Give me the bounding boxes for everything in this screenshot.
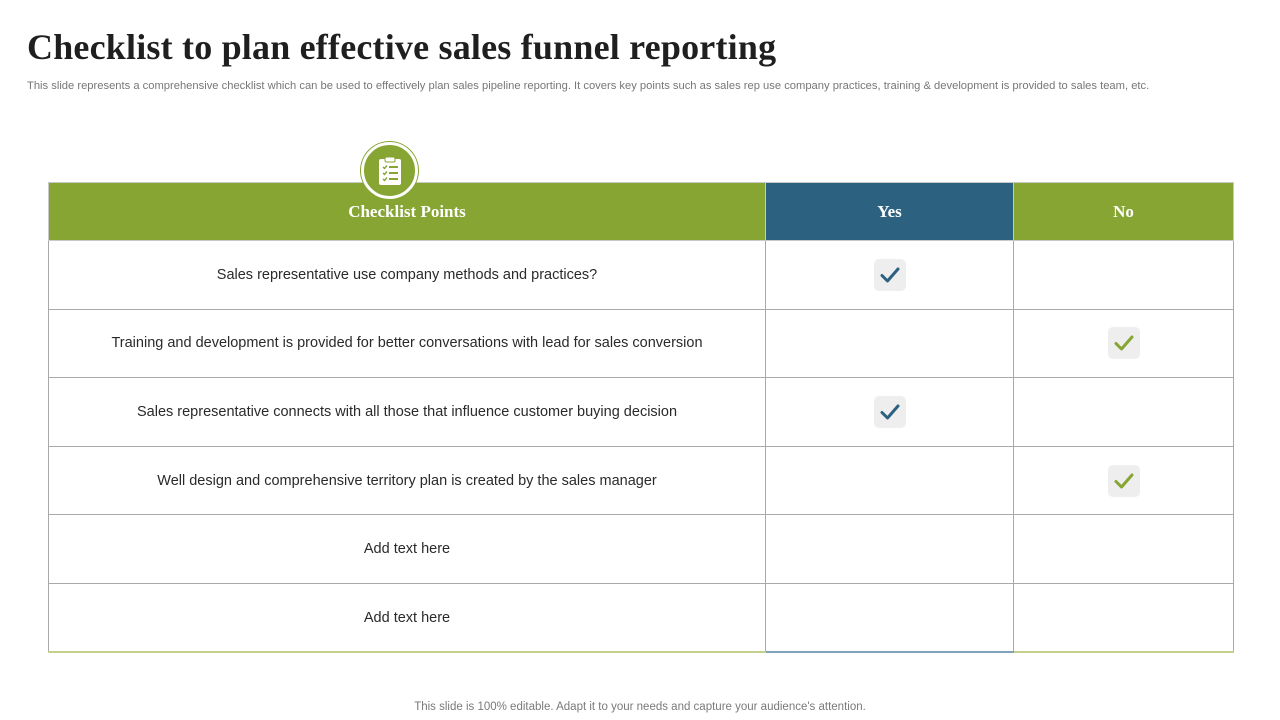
clipboard-checklist-icon bbox=[361, 142, 418, 199]
page-subtitle: This slide represents a comprehensive ch… bbox=[27, 80, 1150, 92]
table-header-row: Checklist Points Yes No bbox=[48, 182, 1234, 241]
checkmark-icon bbox=[873, 258, 906, 291]
no-cell[interactable] bbox=[1013, 514, 1234, 584]
header-no: No bbox=[1013, 182, 1234, 241]
checklist-table: Checklist Points Yes No Sales representa… bbox=[48, 182, 1234, 654]
table-row: Sales representative connects with all t… bbox=[48, 377, 1234, 447]
no-cell[interactable] bbox=[1013, 377, 1234, 447]
header-checklist-points: Checklist Points bbox=[48, 182, 766, 241]
checklist-point-cell: Sales representative use company methods… bbox=[48, 240, 766, 310]
yes-cell[interactable] bbox=[765, 582, 1014, 654]
checkmark-icon bbox=[1107, 327, 1140, 360]
checklist-table-wrapper: Checklist Points Yes No Sales representa… bbox=[48, 182, 1234, 654]
yes-cell[interactable] bbox=[765, 240, 1014, 310]
no-cell[interactable] bbox=[1013, 582, 1234, 654]
table-row: Add text here bbox=[48, 582, 1234, 654]
yes-cell[interactable] bbox=[765, 514, 1014, 584]
table-row: Add text here bbox=[48, 514, 1234, 584]
yes-cell[interactable] bbox=[765, 445, 1014, 516]
footer-note: This slide is 100% editable. Adapt it to… bbox=[414, 701, 866, 713]
page-title: Checklist to plan effective sales funnel… bbox=[27, 27, 777, 67]
checklist-point-cell: Add text here bbox=[48, 582, 766, 654]
checklist-point-cell: Add text here bbox=[48, 514, 766, 584]
header-yes: Yes bbox=[765, 182, 1014, 241]
yes-cell[interactable] bbox=[765, 377, 1014, 447]
table-row: Sales representative use company methods… bbox=[48, 240, 1234, 310]
no-cell[interactable] bbox=[1013, 445, 1234, 516]
table-row: Training and development is provided for… bbox=[48, 308, 1234, 379]
checklist-point-cell: Sales representative connects with all t… bbox=[48, 377, 766, 447]
yes-cell[interactable] bbox=[765, 308, 1014, 379]
checklist-point-cell: Well design and comprehensive territory … bbox=[48, 445, 766, 516]
checkmark-icon bbox=[873, 395, 906, 428]
checkmark-icon bbox=[1107, 464, 1140, 497]
checklist-point-cell: Training and development is provided for… bbox=[48, 308, 766, 379]
no-cell[interactable] bbox=[1013, 308, 1234, 379]
no-cell[interactable] bbox=[1013, 240, 1234, 310]
table-row: Well design and comprehensive territory … bbox=[48, 445, 1234, 516]
